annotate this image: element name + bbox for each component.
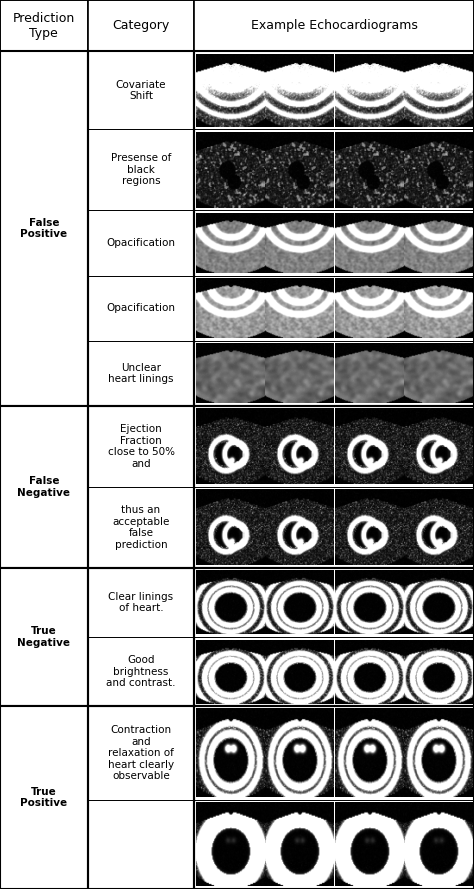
Bar [194, 276, 474, 340]
Bar [194, 706, 474, 800]
Bar [88, 406, 194, 568]
Bar [194, 568, 474, 706]
Bar [194, 487, 474, 568]
Bar [88, 52, 194, 406]
Text: thus an
acceptable
false
prediction: thus an acceptable false prediction [112, 505, 170, 550]
Bar [0, 52, 88, 406]
Text: True
Negative: True Negative [18, 627, 70, 648]
Bar [88, 406, 194, 487]
Bar [0, 406, 88, 568]
Bar [88, 568, 194, 637]
Bar [194, 0, 474, 52]
Bar [194, 406, 474, 568]
Text: Unclear
heart linings: Unclear heart linings [108, 363, 174, 384]
Bar [194, 706, 474, 889]
Bar [194, 568, 474, 637]
Bar [0, 568, 88, 706]
Bar [88, 800, 194, 889]
Text: Opacification: Opacification [107, 238, 175, 248]
Text: Good
brightness
and contrast.: Good brightness and contrast. [106, 655, 176, 688]
Text: Prediction
Type: Prediction Type [13, 12, 75, 40]
Bar [88, 487, 194, 568]
Bar [194, 52, 474, 130]
Bar [194, 52, 474, 406]
Bar [88, 130, 194, 211]
Text: False
Positive: False Positive [20, 218, 67, 239]
Text: True
Positive: True Positive [20, 787, 67, 808]
Bar [88, 706, 194, 889]
Bar [88, 637, 194, 706]
Text: Example Echocardiograms: Example Echocardiograms [251, 20, 418, 32]
Bar [194, 130, 474, 211]
Bar [0, 0, 88, 52]
Text: False
Negative: False Negative [18, 477, 70, 498]
Bar [194, 800, 474, 889]
Bar [194, 340, 474, 406]
Bar [194, 406, 474, 487]
Bar [88, 276, 194, 340]
Bar [88, 340, 194, 406]
Bar [88, 568, 194, 706]
Bar [0, 706, 88, 889]
Bar [194, 211, 474, 276]
Text: Covariate
Shift: Covariate Shift [116, 80, 166, 101]
Bar [88, 52, 194, 130]
Bar [88, 211, 194, 276]
Text: Presense of
black
regions: Presense of black regions [111, 153, 171, 187]
Bar [194, 637, 474, 706]
Text: Opacification: Opacification [107, 303, 175, 313]
Text: Ejection
Fraction
close to 50%
and: Ejection Fraction close to 50% and [108, 424, 174, 469]
Bar [88, 706, 194, 800]
Text: Clear linings
of heart.: Clear linings of heart. [109, 592, 173, 613]
Text: Contraction
and
relaxation of
heart clearly
observable: Contraction and relaxation of heart clea… [108, 725, 174, 781]
Bar [88, 0, 194, 52]
Text: Category: Category [112, 20, 170, 32]
